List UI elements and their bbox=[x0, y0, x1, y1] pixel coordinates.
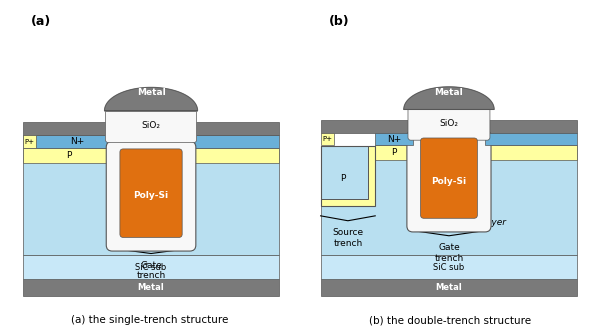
Bar bbox=[23, 149, 280, 255]
Bar bbox=[320, 120, 577, 133]
Text: SiO₂: SiO₂ bbox=[439, 119, 458, 128]
Text: N+: N+ bbox=[70, 137, 85, 146]
FancyBboxPatch shape bbox=[408, 108, 490, 140]
Text: P: P bbox=[391, 148, 397, 157]
Text: Gate
trench: Gate trench bbox=[136, 261, 166, 280]
Bar bbox=[485, 133, 577, 145]
Text: (b) the double-trench structure: (b) the double-trench structure bbox=[369, 315, 531, 325]
Text: SiC n⁻ Drift layer: SiC n⁻ Drift layer bbox=[430, 218, 506, 227]
Polygon shape bbox=[104, 87, 197, 111]
Bar bbox=[23, 122, 280, 135]
Bar bbox=[320, 255, 577, 279]
Text: Metal: Metal bbox=[137, 283, 164, 292]
Text: Gate
trench: Gate trench bbox=[434, 243, 464, 263]
Text: Poly-Si: Poly-Si bbox=[133, 191, 169, 200]
Bar bbox=[23, 135, 37, 147]
Text: P: P bbox=[340, 174, 345, 184]
Text: SiC sub: SiC sub bbox=[433, 263, 464, 272]
Bar bbox=[485, 145, 577, 160]
Text: (a): (a) bbox=[31, 15, 51, 28]
Bar bbox=[320, 199, 375, 206]
Text: Metal: Metal bbox=[436, 283, 463, 292]
FancyBboxPatch shape bbox=[106, 141, 196, 251]
Bar bbox=[375, 133, 413, 145]
Text: P+: P+ bbox=[322, 136, 332, 142]
Bar bbox=[23, 135, 112, 147]
Text: SiC n⁻ Drift layer: SiC n⁻ Drift layer bbox=[113, 207, 189, 216]
Bar bbox=[23, 147, 112, 163]
FancyBboxPatch shape bbox=[407, 130, 491, 232]
Text: N+: N+ bbox=[387, 134, 401, 143]
Bar bbox=[368, 146, 375, 206]
Bar bbox=[320, 133, 334, 145]
Text: Poly-Si: Poly-Si bbox=[431, 177, 467, 186]
Text: P+: P+ bbox=[25, 138, 35, 144]
Polygon shape bbox=[404, 87, 494, 109]
Bar bbox=[190, 147, 280, 163]
Bar bbox=[23, 279, 280, 296]
FancyBboxPatch shape bbox=[106, 109, 197, 143]
FancyBboxPatch shape bbox=[421, 138, 478, 218]
Text: P: P bbox=[67, 151, 72, 160]
Text: Metal: Metal bbox=[434, 88, 463, 97]
Bar bbox=[320, 279, 577, 296]
Text: SiO₂: SiO₂ bbox=[142, 121, 161, 130]
Bar bbox=[320, 146, 368, 199]
Text: (a) the single-trench structure: (a) the single-trench structure bbox=[71, 315, 229, 325]
FancyBboxPatch shape bbox=[120, 149, 182, 237]
Bar bbox=[320, 146, 375, 206]
Bar bbox=[23, 255, 280, 279]
Text: Metal: Metal bbox=[137, 88, 166, 97]
Text: (b): (b) bbox=[329, 15, 349, 28]
Text: Source
trench: Source trench bbox=[332, 228, 364, 248]
Bar bbox=[320, 146, 577, 255]
Bar bbox=[190, 135, 280, 147]
Bar bbox=[375, 145, 413, 160]
Text: SiC sub: SiC sub bbox=[136, 263, 167, 272]
